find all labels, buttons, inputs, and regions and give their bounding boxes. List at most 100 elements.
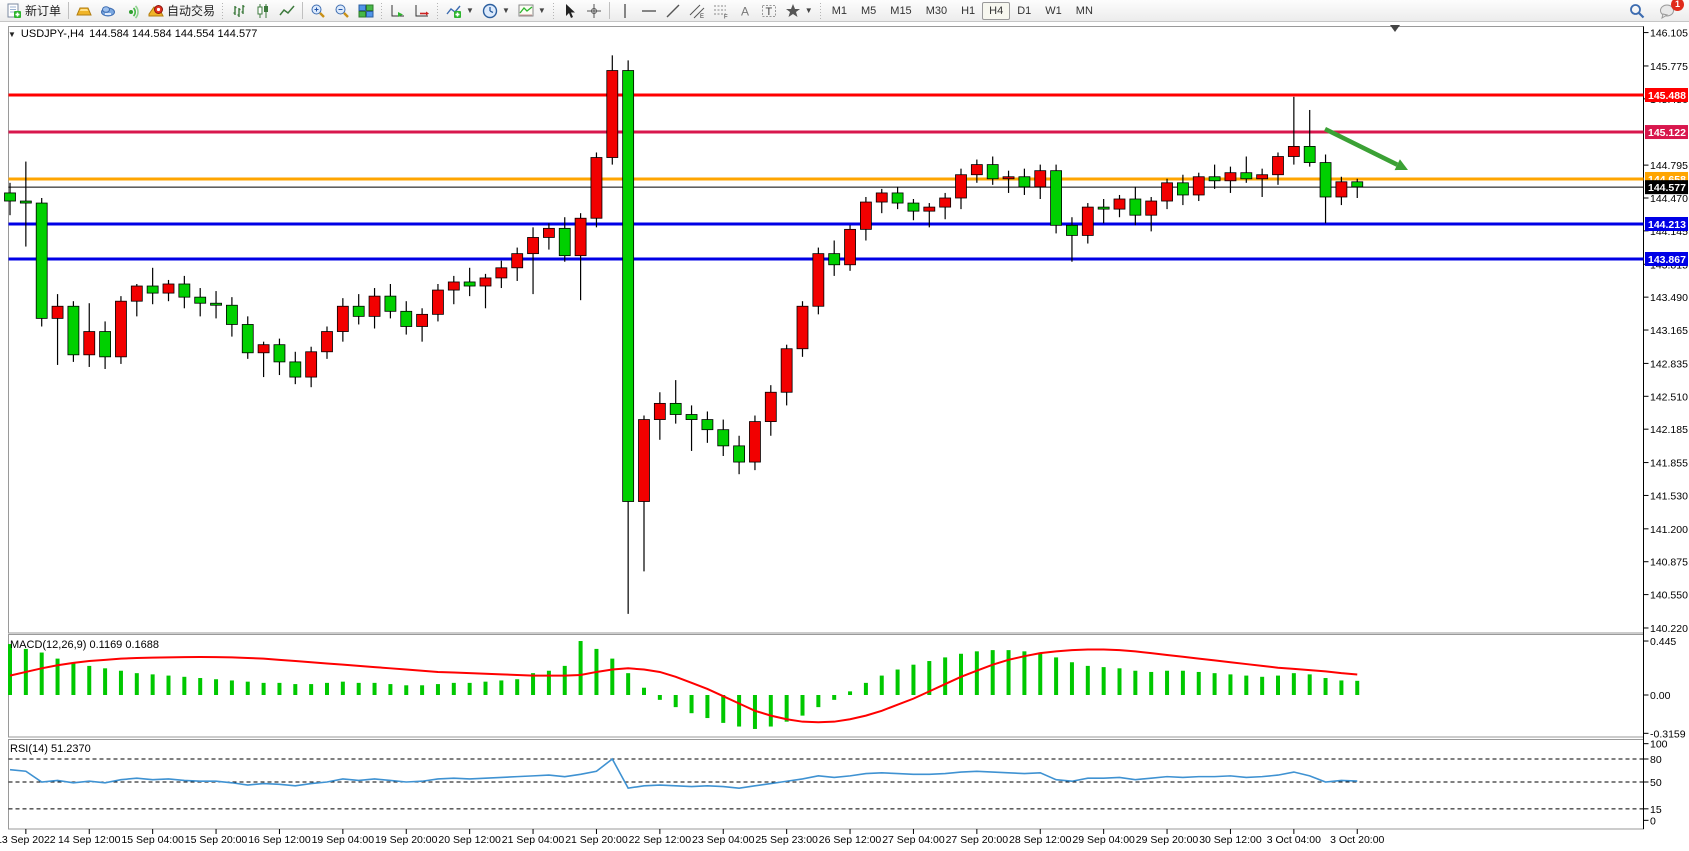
macd-signal-line <box>9 648 1358 724</box>
toolbar-grip <box>551 2 556 19</box>
tile-windows-button[interactable] <box>354 1 378 21</box>
macd-histogram-bar <box>895 669 900 695</box>
chart-symbol-period: USDJPY-,H4 <box>20 28 85 40</box>
macd-histogram-bar <box>879 675 884 695</box>
toolbar-separator <box>608 2 610 19</box>
toolbar-grip <box>818 2 823 19</box>
bar-chart-mode-button[interactable] <box>227 1 251 21</box>
cursor-tool-button[interactable] <box>558 1 582 21</box>
auto-scroll-button[interactable] <box>386 1 410 21</box>
chart-window[interactable]: ▼ USDJPY-,H4 144.584 144.584 144.554 144… <box>0 22 1689 851</box>
candle <box>273 344 286 363</box>
candle <box>1145 200 1158 216</box>
timeframe-h1[interactable]: H1 <box>961 4 976 17</box>
macd-axis-tick-label: 0.445 <box>1650 636 1676 648</box>
candle <box>1066 224 1078 236</box>
candle <box>321 331 333 353</box>
timeframe-m1[interactable]: M1 <box>831 4 847 17</box>
candle <box>796 305 809 350</box>
chart-title: ▼ USDJPY-,H4 144.584 144.584 144.554 144… <box>8 28 257 40</box>
new-order-button[interactable]: 新订单 <box>2 1 65 21</box>
timeframe-m30[interactable]: M30 <box>925 4 948 17</box>
price-axis-tick-label: 141.200 <box>1650 524 1688 536</box>
templates-button[interactable]: ▼ <box>514 1 550 21</box>
rsi-axis-tick-label: 15 <box>1650 804 1662 816</box>
timeframe-mn[interactable]: MN <box>1075 4 1093 17</box>
price-badge-label: 143.867 <box>1648 254 1686 266</box>
hline-tool-button[interactable] <box>637 1 661 21</box>
macd-histogram-bar <box>420 685 425 695</box>
notifications-button[interactable]: 1 <box>1655 0 1684 21</box>
candle <box>495 267 508 279</box>
search-button[interactable] <box>1625 1 1649 21</box>
trend-arrow-line[interactable] <box>1324 126 1399 167</box>
macd-histogram-bar <box>1212 673 1217 695</box>
line-chart-mode-button[interactable] <box>275 1 299 21</box>
text-tool-button[interactable]: A <box>733 1 757 21</box>
macd-histogram-bar <box>1038 652 1043 695</box>
candle <box>368 295 381 317</box>
time-axis-label: 23 Sep 04:00 <box>692 834 755 846</box>
chart-plot[interactable]: 146.105145.775145.450144.795144.470144.1… <box>0 22 1689 851</box>
timeframe-w1[interactable]: W1 <box>1045 4 1062 17</box>
chart-title-dropdown-icon[interactable]: ▼ <box>8 29 16 39</box>
candle <box>907 202 920 212</box>
indicators-button[interactable]: ▼ <box>442 1 478 21</box>
macd-histogram-bar <box>546 670 551 695</box>
price-axis-tick-label: 146.105 <box>1650 28 1688 40</box>
macd-histogram-bar <box>309 684 314 695</box>
cursor-icon <box>565 3 575 18</box>
shapes-tool-button[interactable]: ▼ <box>781 1 817 21</box>
autotrade-button[interactable]: 自动交易 <box>144 1 219 21</box>
signals-button[interactable] <box>120 1 144 21</box>
fibonacci-tool-button[interactable]: F <box>709 1 733 21</box>
macd-indicator-label: MACD(12,26,9) 0.1169 0.1688 <box>10 639 159 651</box>
price-axis-tick-label: 141.855 <box>1650 458 1688 470</box>
price-badge <box>1645 180 1688 195</box>
candle <box>574 217 587 257</box>
channel-tool-button[interactable]: E <box>685 1 709 21</box>
price-badge-label: 144.213 <box>1648 219 1686 231</box>
timeframe-h4[interactable]: H4 <box>982 1 1011 20</box>
zoom-out-button[interactable] <box>330 1 354 21</box>
macd-histogram-bar <box>515 679 520 695</box>
candlestick-mode-button[interactable] <box>251 1 275 21</box>
candle <box>225 304 238 325</box>
trend-arrow-head[interactable] <box>1394 159 1408 171</box>
macd-histogram-bar <box>816 695 821 708</box>
zoom-in-button[interactable] <box>306 1 330 21</box>
price-axis-tick-label: 142.835 <box>1650 358 1688 370</box>
timeframe-m5[interactable]: M5 <box>861 4 877 17</box>
trendline-tool-button[interactable] <box>661 1 685 21</box>
terminal-button[interactable] <box>96 1 120 21</box>
macd-histogram-bar <box>467 682 472 695</box>
timeframe-d1[interactable]: D1 <box>1017 4 1032 17</box>
candle <box>130 285 143 302</box>
macd-histogram-bar <box>1101 667 1106 695</box>
candle <box>970 164 983 176</box>
macd-histogram-bar <box>1006 650 1011 695</box>
macd-histogram-bar <box>927 661 932 695</box>
macd-histogram-bar <box>404 685 409 695</box>
macd-histogram-bar <box>610 658 615 695</box>
candle <box>939 197 952 208</box>
vline-tool-button[interactable] <box>613 1 637 21</box>
macd-histogram-bar <box>1085 665 1090 695</box>
label-tool-button[interactable]: T <box>757 1 781 21</box>
macd-histogram-bar <box>531 673 536 695</box>
template-icon <box>518 4 534 16</box>
trendline-icon <box>666 4 680 17</box>
crosshair-tool-button[interactable] <box>582 1 606 21</box>
market-watch-button[interactable] <box>72 1 96 21</box>
chart-shift-marker[interactable] <box>1390 25 1400 32</box>
candle <box>955 174 967 199</box>
chart-shift-button[interactable] <box>410 1 434 21</box>
time-axis-label: 27 Sep 04:00 <box>882 834 945 846</box>
macd-histogram-bar <box>721 695 726 723</box>
price-axis-tick-label: 145.775 <box>1650 61 1688 73</box>
price-badge-label: 144.577 <box>1648 182 1686 194</box>
timeframe-m15[interactable]: M15 <box>890 4 912 17</box>
macd-histogram-bar <box>214 679 219 695</box>
candle <box>749 421 761 463</box>
periods-button[interactable]: ▼ <box>478 1 514 21</box>
